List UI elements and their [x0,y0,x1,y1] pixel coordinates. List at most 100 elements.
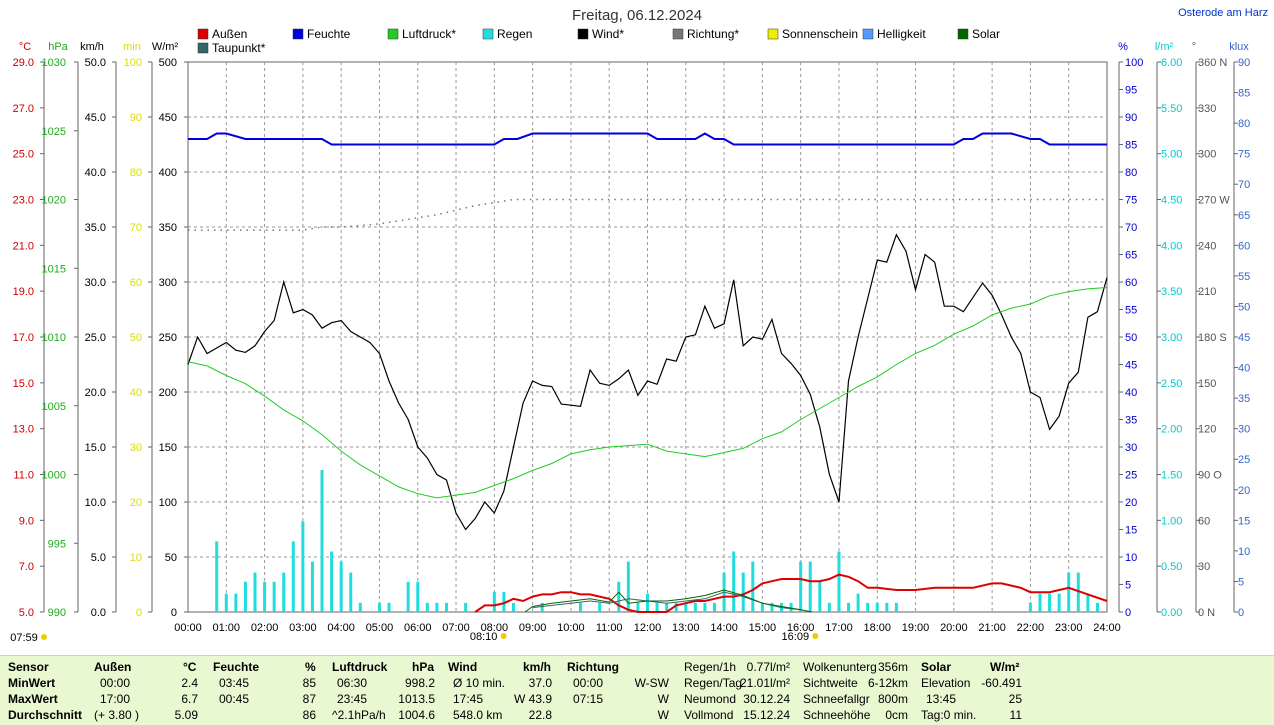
y-tick-label: 20.0 [85,387,106,399]
y-tick-label: 40 [1125,387,1137,399]
rain-bar [760,602,764,612]
x-tick-label: 04:00 [327,622,355,634]
stats-cell: 22.8 [528,708,552,722]
legend-swatch [862,28,874,40]
stats-cell: 25 [1008,692,1022,706]
y-tick-label: 100 [1125,57,1143,69]
stats-wind-unit: km/h [523,660,552,674]
y-axis-unit: ° [1192,41,1196,53]
stats-feuchte-unit: % [305,660,316,674]
rain-bar [789,602,793,612]
legend-swatch [577,28,589,40]
stats-cell: 2.4 [181,676,198,690]
rain-bar [741,572,745,612]
y-tick-label: 45 [1125,360,1137,372]
stats-richtung-header: Richtung [567,660,619,674]
y-tick-label: 90 O [1198,470,1222,482]
rain-bar [1095,602,1099,612]
y-tick-label: 7.0 [19,561,34,573]
y-tick-label: 1005 [42,401,66,413]
rain-bar [1067,572,1071,612]
stats-cell: 87 [302,692,316,706]
y-tick-label: 1.50 [1161,470,1182,482]
y-tick-label: 3.50 [1161,286,1182,298]
y-tick-label: 55 [1238,271,1250,283]
rain-bar [847,602,851,612]
y-tick-label: 50 [1125,332,1137,344]
x-tick-label: 00:00 [174,622,202,634]
y-tick-label: 10 [1238,546,1250,558]
rain-bar [301,521,305,612]
y-tick-label: 2.50 [1161,378,1182,390]
y-tick-label: 27.0 [13,103,34,115]
legend-label: Regen [497,27,532,41]
stats-cell: Wolkenunterg [803,660,877,674]
sun-marker-icon [41,634,47,640]
y-tick-label: 10 [1125,552,1137,564]
y-tick-label: 1030 [42,57,66,69]
rain-bar [626,561,630,612]
y-tick-label: 35 [1238,393,1250,405]
y-axis-unit: km/h [80,41,104,53]
y-tick-label: 21.0 [13,240,34,252]
y-tick-label: 4.50 [1161,195,1182,207]
stats-cell: Neumond [684,692,737,706]
rain-bar [272,581,276,612]
stats-cell: Vollmond [684,708,734,722]
y-tick-label: 25.0 [13,149,34,161]
rain-bar [1028,602,1032,612]
y-tick-label: 70 [130,222,142,234]
x-tick-label: 23:00 [1055,622,1083,634]
stats-cell: W [657,692,669,706]
y-tick-label: 25.0 [85,332,106,344]
legend-label: Feuchte [307,27,351,41]
stats-cell: 13:45 [926,692,957,706]
stats-cell: 1013.5 [398,692,435,706]
stats-cell: (+ 3.80 ) [94,708,140,722]
rain-bar [617,581,621,612]
rain-bar [339,561,343,612]
stats-cell: 03:45 [219,676,250,690]
y-tick-label: 5 [1125,580,1131,592]
chart-title: Freitag, 06.12.2024 [572,7,702,24]
y-tick-label: 65 [1125,250,1137,262]
station-name[interactable]: Osterode am Harz [1178,7,1268,19]
rain-bar [684,602,688,612]
y-tick-label: 35 [1125,415,1137,427]
series-lines [187,132,1108,613]
y-tick-label: 15 [1238,515,1250,527]
rain-bar [636,602,640,612]
stats-cell: W 43.9 [513,692,552,706]
y-tick-label: 2.00 [1161,424,1182,436]
rain-bar [646,593,649,612]
rain-bar [885,602,889,612]
rain-bars [215,469,1099,612]
x-tick-label: 10:00 [557,622,585,634]
rain-bar [416,581,420,612]
stats-cell: ^2.1hPa/h [332,708,386,722]
y-tick-label: 210 [1198,286,1216,298]
y-tick-label: 13.0 [13,424,34,436]
y-tick-label: 11.0 [13,470,34,482]
y-axis-unit: min [123,41,141,53]
x-tick-label: 21:00 [978,622,1006,634]
y-tick-label: 30 [130,442,142,454]
y-tick-label: 40.0 [85,167,106,179]
rain-bar [435,602,439,612]
stats-cell: Sichtweite [803,676,858,690]
y-tick-label: 25 [1125,470,1137,482]
rain-bar [224,593,228,612]
x-tick-label: 16:00 [787,622,815,634]
rain-bar [540,602,544,612]
y-tick-label: 90 [130,112,142,124]
y-tick-label: 330 [1198,103,1216,115]
rain-bar [751,561,755,612]
legend-swatch [672,28,684,40]
rain-bar [263,581,267,612]
stats-cell: 6.7 [181,692,198,706]
y-tick-label: 40 [130,387,142,399]
rain-bar [655,602,659,612]
y-tick-label: 300 [159,277,177,289]
x-tick-label: 09:00 [519,622,547,634]
stats-aussen-unit: °C [183,660,197,674]
